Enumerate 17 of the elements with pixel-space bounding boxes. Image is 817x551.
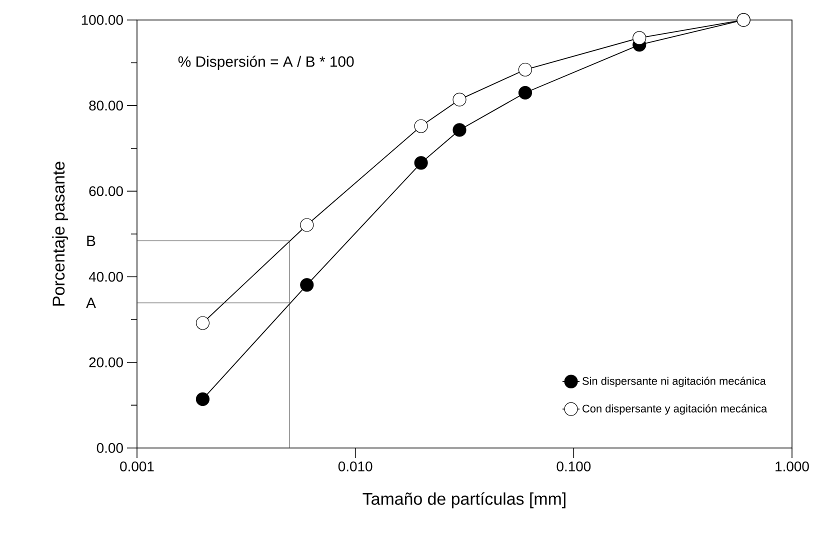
legend-label: Con dispersante y agitación mecánica — [582, 404, 768, 415]
y-tick-label: 40.00 — [88, 272, 123, 282]
x-tick-label: 0.010 — [338, 461, 372, 472]
ref-line-label: B — [87, 236, 96, 246]
annotation: % Dispersión = A / B * 100 — [178, 56, 354, 70]
x-tick-label: 0.001 — [120, 461, 154, 472]
x-tick-label: 0.100 — [556, 461, 591, 472]
x-axis-title: Tamaño de partículas [mm] — [362, 492, 566, 508]
legend-label: Sin dispersante ni agitación mecánica — [582, 376, 766, 388]
ref-line-label: A — [86, 298, 96, 308]
y-tick-label: 20.00 — [89, 357, 123, 368]
y-axis-title: Porcentaje pasante — [52, 162, 68, 306]
y-tick-label: 80.00 — [89, 100, 123, 111]
y-tick-label: 100.00 — [82, 15, 123, 25]
y-tick-label: 60.00 — [89, 186, 123, 196]
x-tick-label: 1.000 — [776, 461, 809, 472]
y-tick-label: 0.00 — [96, 443, 123, 453]
